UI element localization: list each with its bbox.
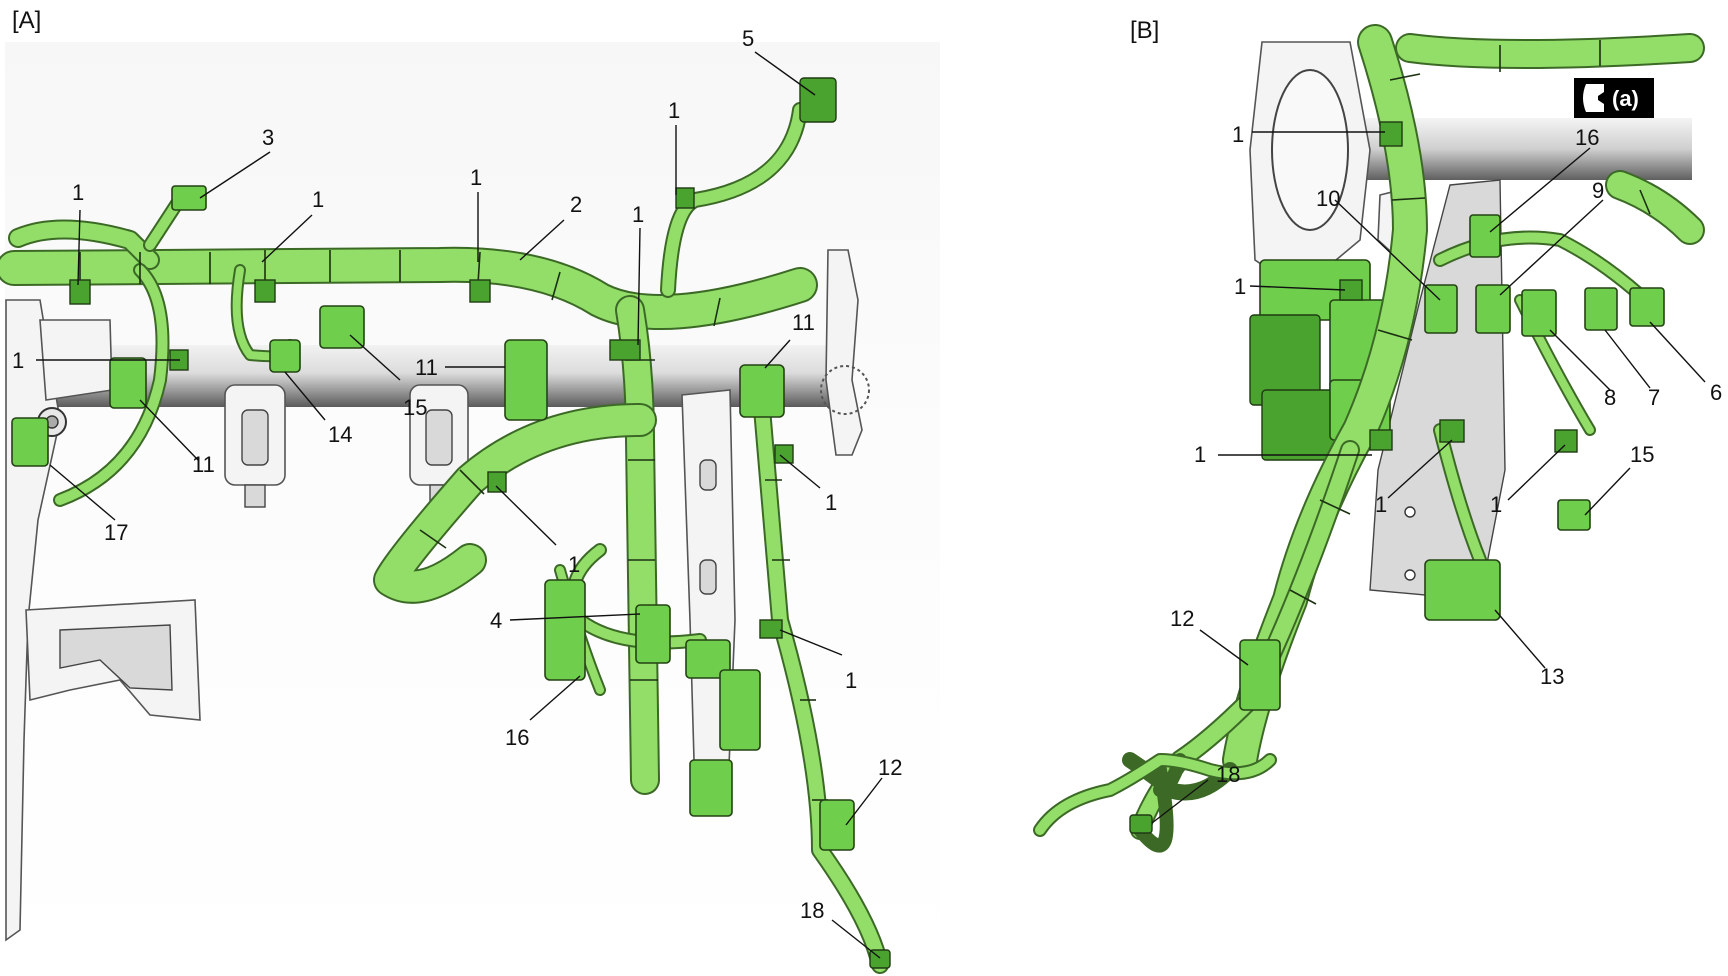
callout-1: 1 [1375, 492, 1387, 517]
top-harness-b [1397, 35, 1703, 67]
callout-6: 6 [1710, 380, 1722, 405]
callout-8: 8 [1604, 385, 1616, 410]
callout-1: 1 [825, 490, 837, 515]
callout-1: 1 [1194, 442, 1206, 467]
connector-10 [1424, 284, 1458, 334]
connector-15-b [1557, 499, 1591, 531]
connector-4 [635, 604, 761, 751]
panel-a [0, 42, 940, 976]
branch-to-connector-18-b [1035, 755, 1275, 835]
callout-1: 1 [1234, 274, 1246, 299]
left-dropping-branch [55, 265, 168, 505]
callout-12: 12 [878, 755, 902, 780]
tool-badge: (a) [1574, 78, 1654, 118]
mount-bracket-left [224, 384, 286, 508]
coiled-bundle-lower [375, 405, 655, 602]
connector-3 [171, 185, 207, 211]
connector-5 [799, 77, 837, 123]
callout-15: 15 [1630, 442, 1654, 467]
callout-4: 4 [490, 608, 502, 633]
connector-17 [11, 417, 49, 467]
callout-15: 15 [403, 395, 427, 420]
callout-1: 1 [1490, 492, 1502, 517]
connector-9 [1475, 284, 1511, 334]
panel-a-label: [A] [12, 7, 41, 34]
callout-1: 1 [632, 202, 644, 227]
connector-16-b [1469, 214, 1501, 258]
connector-11-left [109, 357, 147, 409]
center-vertical-trunk [617, 297, 658, 793]
callout-1: 1 [845, 668, 857, 693]
connector-8 [1521, 289, 1557, 337]
connector-lower-center [689, 759, 733, 817]
callout-11: 11 [415, 355, 438, 380]
connector-12 [819, 799, 855, 851]
connector-18-b [1129, 814, 1153, 834]
callout-1: 1 [72, 180, 84, 205]
panel-a-background [5, 42, 940, 976]
panel-b: (a) [1033, 24, 1706, 853]
callout-2: 2 [570, 192, 582, 217]
callout-9: 9 [1592, 178, 1604, 203]
callout-10: 10 [1316, 186, 1340, 211]
callout-13: 13 [1540, 664, 1564, 689]
connector-16 [544, 579, 586, 681]
callout-7: 7 [1648, 385, 1660, 410]
main-harness-trunk [0, 248, 816, 328]
callout-17: 17 [104, 520, 128, 545]
connector-13 [1424, 559, 1501, 621]
left-upper-branch [10, 221, 158, 268]
callout-labels-a: 1 1 1 1 1 1 1 1 1 2 3 4 5 11 11 11 12 14… [12, 26, 902, 923]
wrench-icon [1583, 84, 1604, 112]
right-end-bracket [820, 249, 870, 456]
callout-16: 16 [505, 725, 529, 750]
callout-1: 1 [668, 98, 680, 123]
callout-11: 11 [792, 310, 815, 335]
callout-18: 18 [1216, 762, 1240, 787]
right-descending-branch [753, 378, 887, 972]
callout-1: 1 [470, 165, 482, 190]
callout-16: 16 [1575, 125, 1599, 150]
connector-14 [269, 339, 301, 373]
callout-18: 18 [800, 898, 824, 923]
connector-6 [1629, 287, 1665, 327]
callout-1: 1 [1232, 122, 1244, 147]
callout-11: 11 [192, 452, 215, 477]
callout-1: 1 [312, 187, 324, 212]
connector-12-b [1239, 639, 1281, 711]
harness-clips-a [69, 187, 794, 639]
connector-7 [1584, 287, 1618, 331]
left-lower-bracket-rib [59, 624, 173, 691]
callout-1: 1 [12, 348, 24, 373]
panel-b-label: [B] [1130, 17, 1159, 44]
right-upper-harness-b [1607, 172, 1703, 243]
tool-badge-text: (a) [1612, 86, 1639, 111]
harness-clips-b [1339, 121, 1578, 453]
callout-labels-b: 1 1 1 1 1 6 7 8 9 10 12 13 15 16 18 [1170, 122, 1722, 787]
connector-11-center [504, 339, 548, 421]
leader-lines-a [36, 51, 883, 959]
steering-column-ring [1271, 69, 1349, 231]
callout-5: 5 [742, 26, 754, 51]
harness-tape-bands-b [1289, 40, 1651, 605]
callout-3: 3 [262, 125, 274, 150]
callout-14: 14 [328, 422, 352, 447]
branch-to-connector-5 [662, 104, 806, 296]
leader-lines-b [1151, 131, 1706, 824]
callout-12: 12 [1170, 606, 1194, 631]
connector-11-right [739, 364, 785, 418]
callout-1: 1 [568, 552, 580, 577]
